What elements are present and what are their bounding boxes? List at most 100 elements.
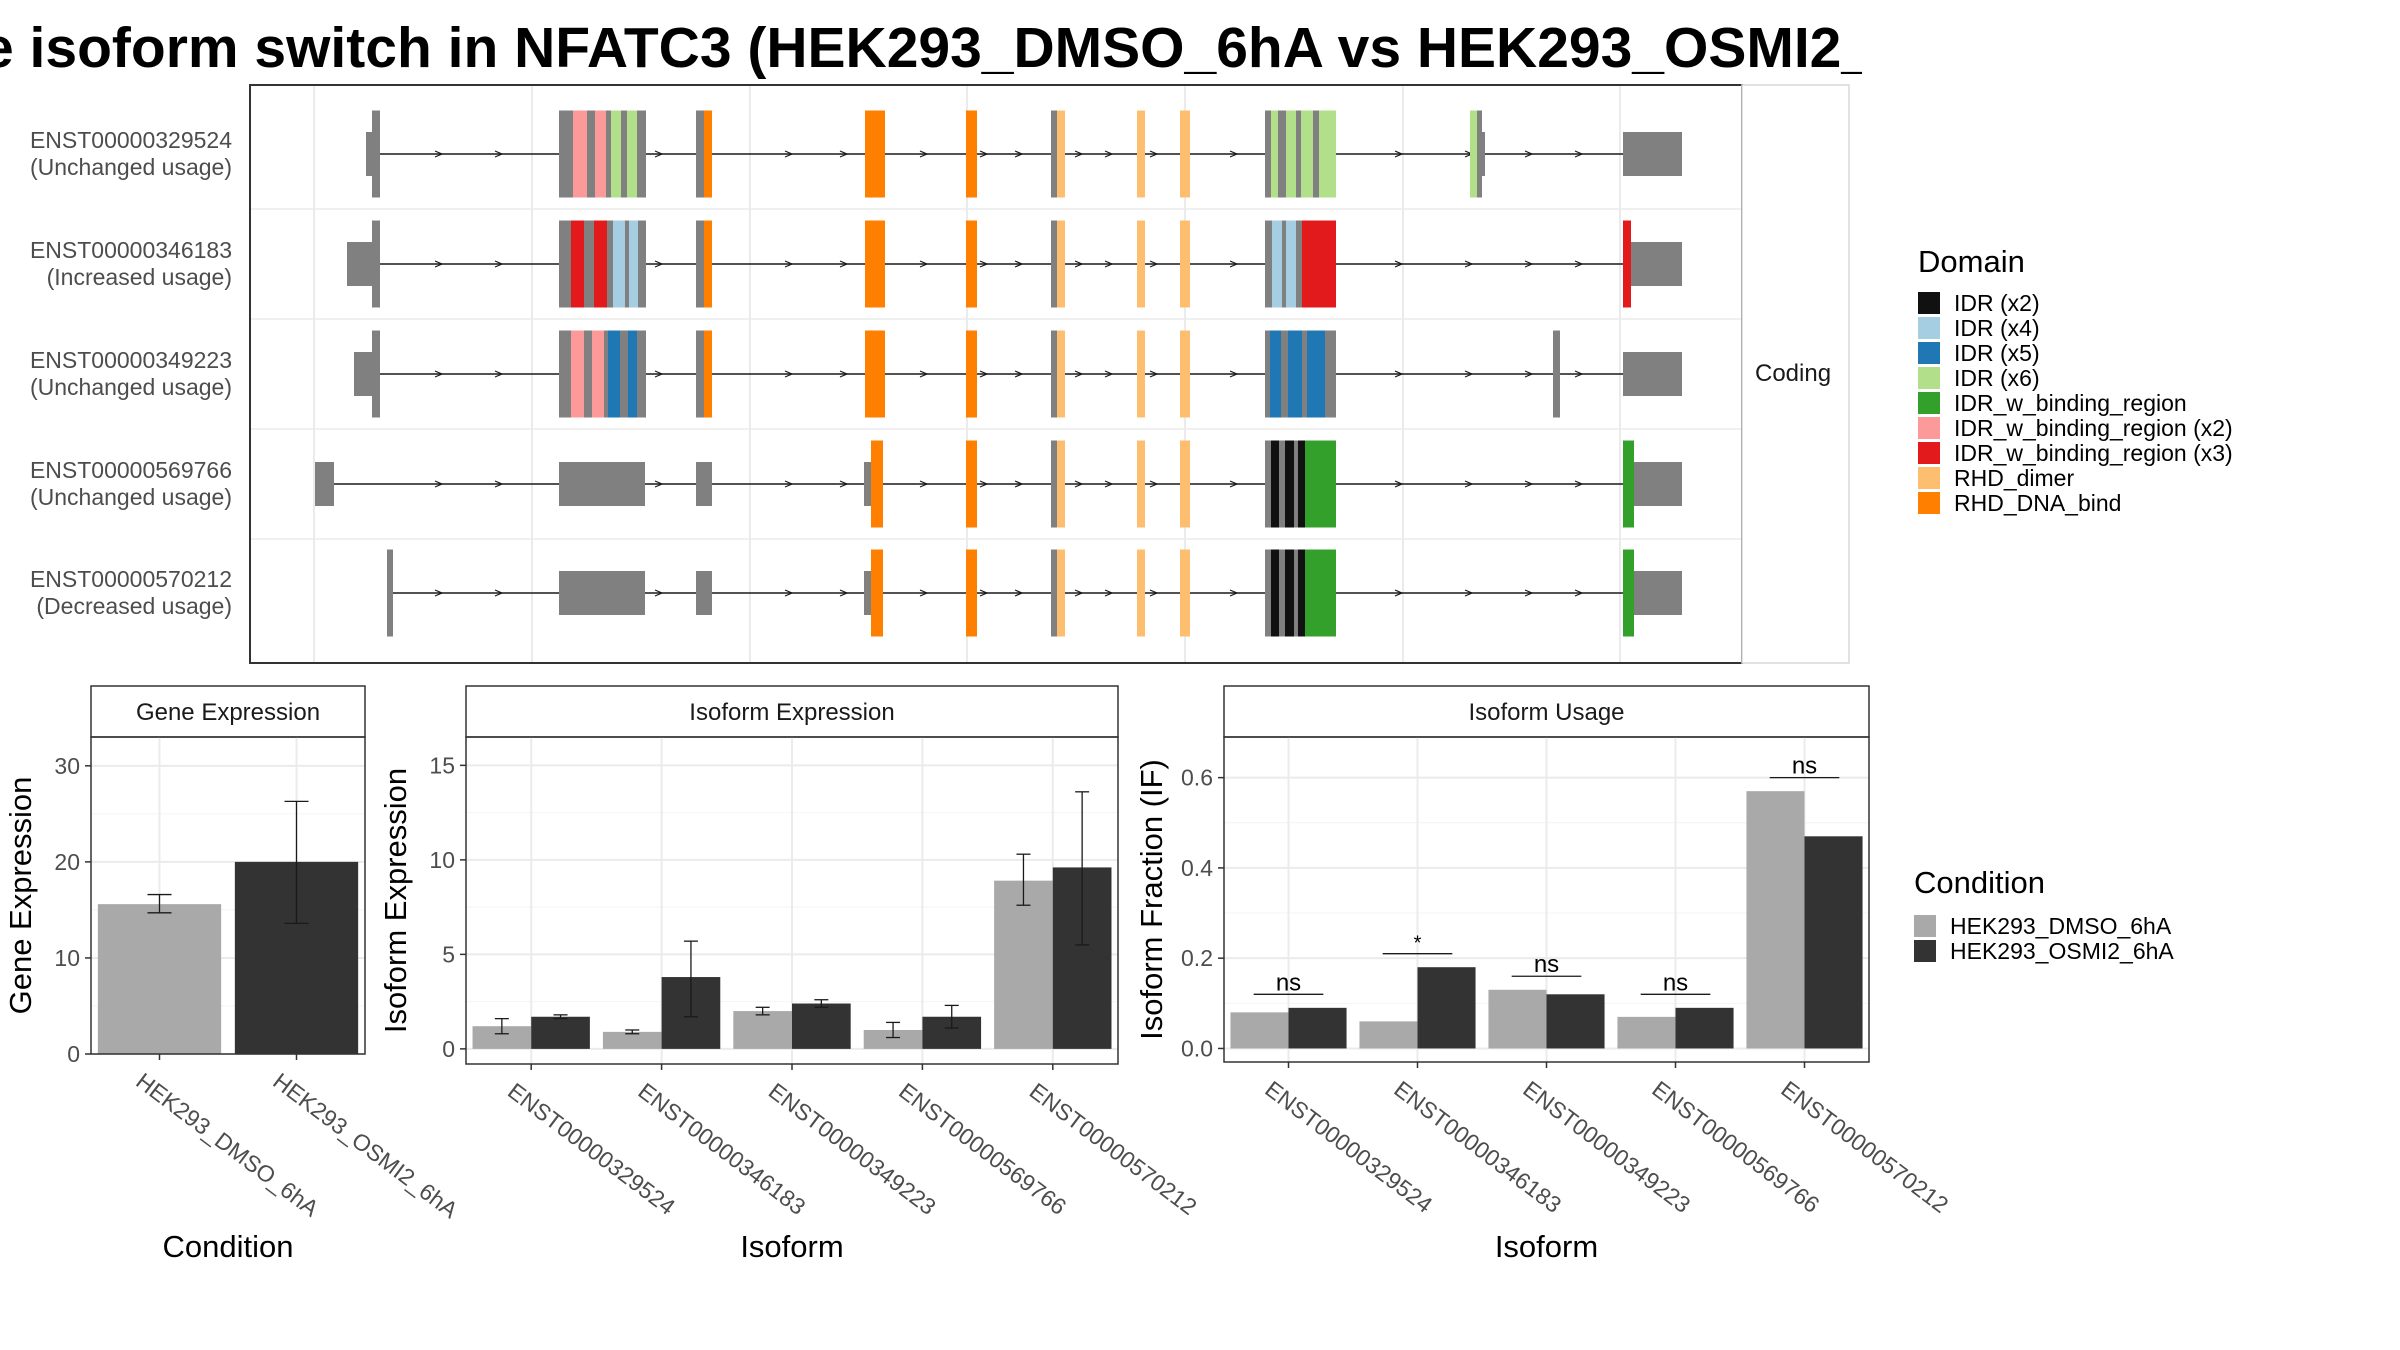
isoform-usage-label: (Decreased usage) [36, 593, 232, 619]
coding-exon [1313, 110, 1319, 198]
coding-exon [966, 330, 977, 418]
utr-exon [1634, 462, 1682, 506]
coding-exon [1470, 110, 1477, 198]
coding-exon [966, 440, 977, 528]
intron-arrow [654, 260, 664, 268]
isoform-usage-label: (Unchanged usage) [30, 484, 232, 510]
coding-exon [1302, 330, 1307, 418]
intron-arrow [494, 480, 504, 488]
condition-legend-key [1914, 915, 1936, 937]
coding-exon [1281, 330, 1288, 418]
coding-exon [1282, 220, 1286, 308]
coding-exon [1051, 110, 1057, 198]
isoform-usage-label: (Unchanged usage) [30, 374, 232, 400]
utr-exon [366, 132, 373, 176]
utr-exon [696, 462, 712, 506]
y-tick-label: 0.0 [1181, 1035, 1213, 1061]
bar [1746, 791, 1805, 1049]
intron-arrow [979, 589, 989, 597]
coding-exon [1298, 440, 1305, 528]
coding-exon [613, 220, 625, 308]
domain-legend-title: Domain [1918, 244, 2025, 279]
domain-legend-label: IDR_w_binding_region (x3) [1954, 440, 2233, 466]
coding-exon [1278, 110, 1286, 198]
intron-arrow [1104, 150, 1114, 158]
intron-arrow [839, 370, 849, 378]
coding-exon [372, 110, 380, 198]
domain-legend-key [1918, 417, 1940, 439]
coding-exon [1271, 440, 1279, 528]
domain-legend-label: IDR_w_binding_region (x2) [1954, 415, 2233, 441]
transcript-row-ENST00000346183 [347, 220, 1682, 308]
bar [792, 1003, 851, 1049]
intron-arrow [1394, 260, 1404, 268]
intron-arrow [979, 370, 989, 378]
bar [1804, 836, 1863, 1049]
coding-exon [1294, 549, 1298, 637]
significance-label: ns [1276, 969, 1301, 996]
transcript-row-ENST00000329524 [366, 110, 1682, 198]
coding-exon [559, 330, 571, 418]
coding-exon [1298, 549, 1305, 637]
coding-exon [559, 220, 571, 308]
coding-exon [604, 330, 608, 418]
coding-exon [1296, 110, 1301, 198]
intron-arrow [784, 260, 794, 268]
coding-exon [1137, 549, 1145, 637]
intron-arrow [434, 480, 444, 488]
intron-arrow [1104, 260, 1114, 268]
coding-exon [571, 330, 584, 418]
y-tick-label: 10 [54, 945, 80, 971]
coding-exon [966, 549, 977, 637]
intron-arrow [1574, 260, 1584, 268]
intron-arrow [1104, 370, 1114, 378]
coding-exon [1477, 110, 1482, 198]
coding-exon [1137, 110, 1145, 198]
intron-arrow [1229, 480, 1239, 488]
coding-exon [1294, 440, 1298, 528]
coding-exon [627, 110, 637, 198]
intron-arrow [1574, 480, 1584, 488]
isoform-structure-panel: ENST00000329524(Unchanged usage)ENST0000… [30, 84, 1850, 664]
intron-arrow [1074, 150, 1084, 158]
intron-arrow [1524, 260, 1534, 268]
intron-arrow [1524, 480, 1534, 488]
coding-exon [704, 330, 712, 418]
intron-arrow [1149, 260, 1159, 268]
coding-exon [1279, 549, 1285, 637]
coding-exon [1265, 330, 1270, 418]
isoform-usage-label: (Unchanged usage) [30, 154, 232, 180]
coding-exon [621, 110, 627, 198]
condition-legend-label: HEK293_OSMI2_6hA [1950, 938, 2174, 964]
coding-exon [587, 110, 595, 198]
x-axis-title: Condition [163, 1229, 294, 1264]
coding-exon [1286, 110, 1296, 198]
coding-exon [637, 330, 646, 418]
condition-legend-label: HEK293_DMSO_6hA [1950, 913, 2172, 939]
intron-arrow [494, 150, 504, 158]
coding-exon [1305, 440, 1336, 528]
bar [602, 1031, 662, 1049]
coding-exon [1180, 330, 1190, 418]
coding-exon [594, 220, 607, 308]
coding-exon [1301, 110, 1313, 198]
coding-exon [372, 220, 380, 308]
intron-arrow [1149, 480, 1159, 488]
intron-arrow [784, 480, 794, 488]
intron-arrow [1574, 370, 1584, 378]
coding-exon [573, 110, 587, 198]
coding-exon [1553, 330, 1560, 418]
y-tick-label: 0.2 [1181, 945, 1213, 971]
intron-arrow [839, 260, 849, 268]
intron-arrow [1574, 589, 1584, 597]
transcript-row-ENST00000570212 [387, 549, 1682, 637]
x-axis-title: Isoform [1495, 1229, 1598, 1264]
intron-arrow [1394, 150, 1404, 158]
utr-exon [1634, 571, 1682, 615]
intron-arrow [979, 480, 989, 488]
domain-legend-key [1918, 467, 1940, 489]
intron-arrow [1464, 480, 1474, 488]
intron-arrow [654, 150, 664, 158]
intron-arrow [434, 150, 444, 158]
coding-exon [1051, 330, 1057, 418]
